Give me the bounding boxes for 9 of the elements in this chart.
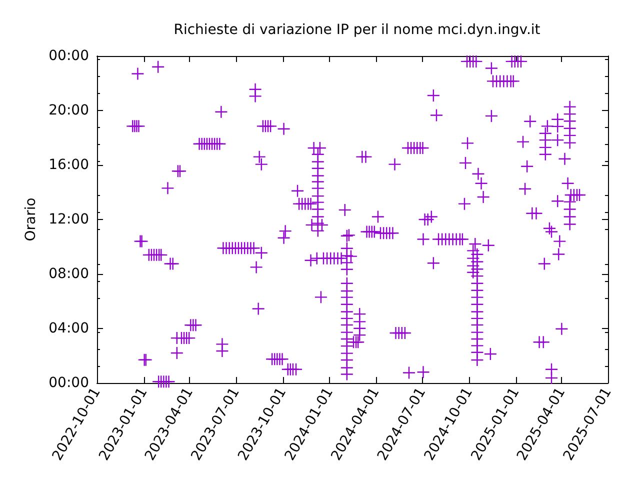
- chart-title: Richieste di variazione IP per il nome mci.dyn.ingv.it: [174, 22, 541, 38]
- y-tick-label: 20:00: [48, 102, 89, 118]
- y-tick-label: 00:00: [48, 375, 89, 391]
- y-tick-label: 16:00: [48, 157, 89, 173]
- y-tick-label: 00:00: [48, 48, 89, 64]
- y-tick-label: 08:00: [48, 266, 89, 282]
- y-tick-label: 04:00: [48, 320, 89, 336]
- y-tick-label: 12:00: [48, 212, 89, 228]
- y-axis-title: Orario: [22, 198, 39, 242]
